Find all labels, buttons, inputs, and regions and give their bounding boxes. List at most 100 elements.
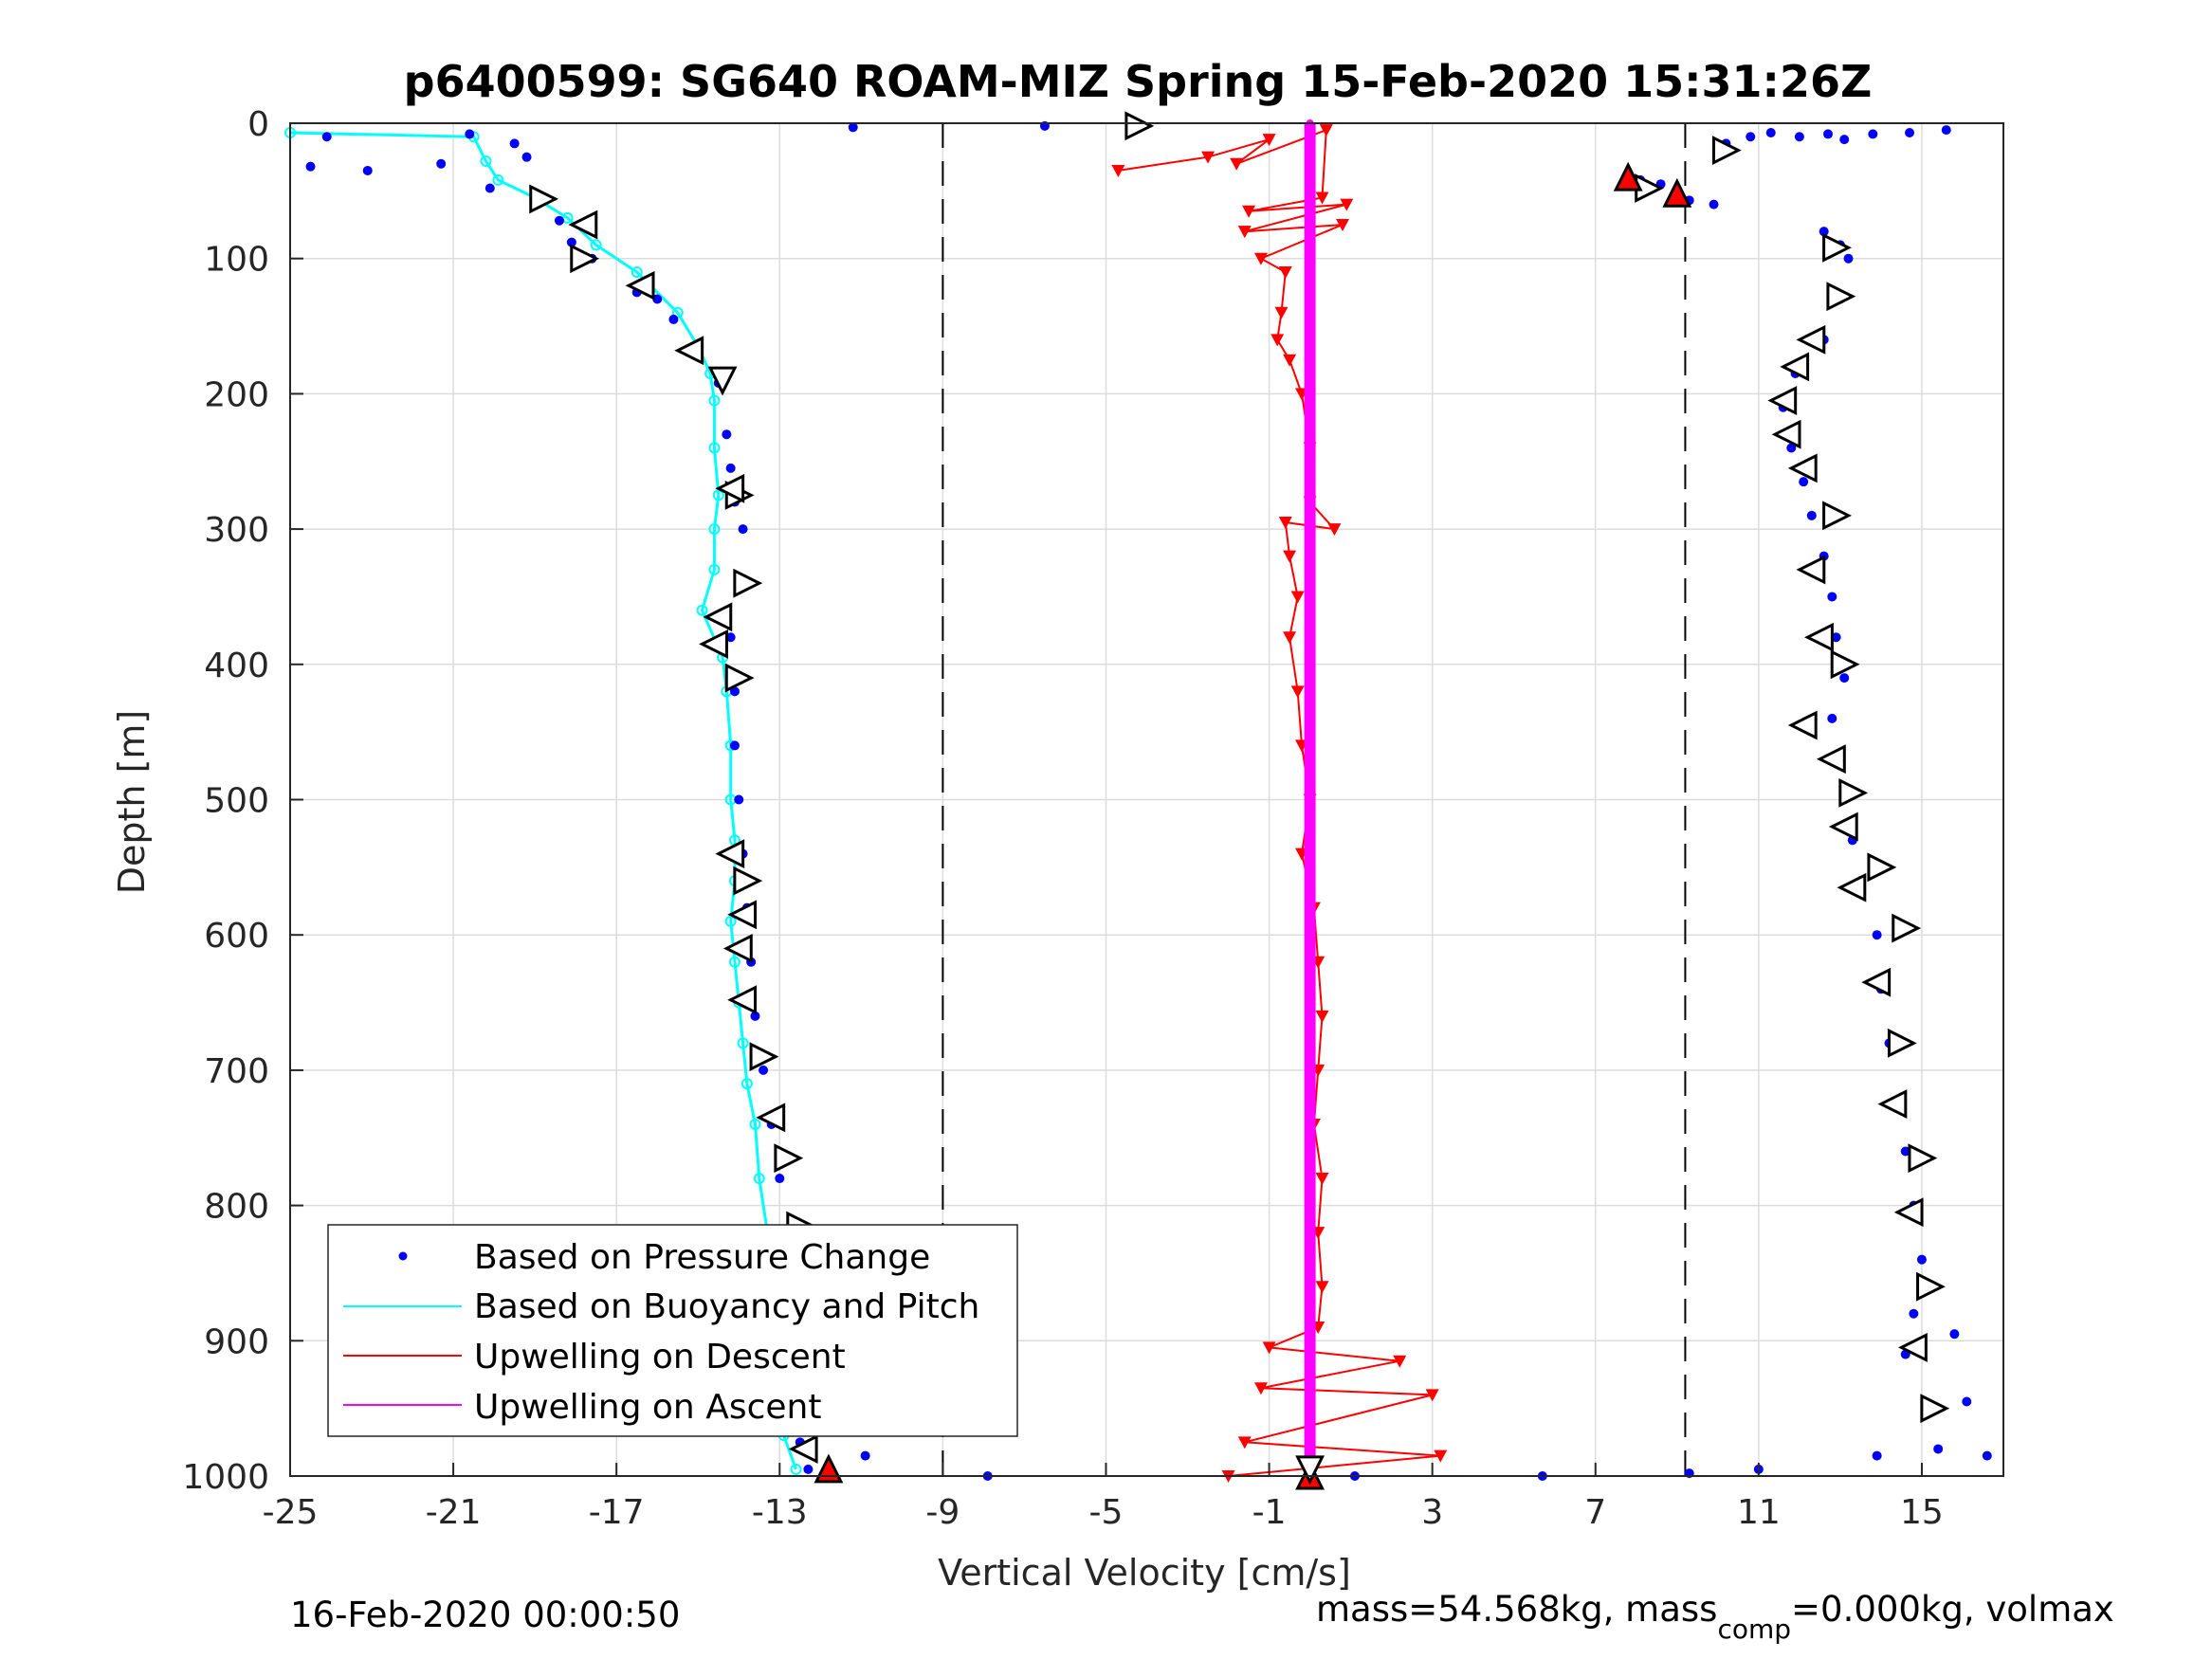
triangle-right-marker — [733, 866, 763, 896]
legend-pressure-label: Based on Pressure Change — [474, 1238, 930, 1277]
pressure-point — [554, 215, 564, 226]
descent-point — [1327, 523, 1342, 537]
ascent-point — [1306, 863, 1314, 871]
ascent-point — [1306, 998, 1314, 1007]
ascent-point — [1306, 592, 1314, 601]
descent-point — [1336, 219, 1350, 232]
triangle-left-marker — [1796, 555, 1826, 585]
descent-point — [1230, 157, 1244, 171]
descent-point — [1283, 354, 1297, 367]
ascent-point — [1306, 1066, 1314, 1074]
ascent-point — [1306, 288, 1314, 297]
x-tick-label: 11 — [1737, 1493, 1781, 1532]
ascent-point — [1306, 1201, 1314, 1210]
x-tick-label: -21 — [426, 1493, 482, 1532]
triangle-right-marker — [529, 184, 559, 214]
footer-mass-subscript: comp — [1717, 1613, 1791, 1645]
ascent-point — [1306, 254, 1314, 263]
triangle-left-marker — [1897, 1333, 1928, 1362]
buoyancy-point — [740, 1078, 753, 1090]
buoyancy-point — [708, 394, 721, 407]
pressure-point — [1900, 1146, 1910, 1157]
pressure-point — [722, 429, 732, 440]
pressure-point — [1831, 632, 1841, 643]
ascent-point — [1306, 221, 1314, 229]
pressure-point — [759, 1065, 769, 1075]
pressure-point — [775, 1174, 785, 1184]
triangle-right-marker — [774, 1143, 804, 1174]
ascent-point — [1306, 457, 1314, 465]
triangle-left-marker — [1877, 1089, 1908, 1120]
ascent-point — [1306, 1235, 1314, 1244]
ascent-point — [1306, 558, 1314, 567]
buoyancy-point — [737, 1037, 749, 1049]
pressure-point — [1909, 1308, 1919, 1319]
triangle-left-marker — [1771, 419, 1801, 449]
x-tick-label: 3 — [1421, 1493, 1443, 1532]
pressure-point — [652, 294, 663, 304]
buoyancy-line — [289, 131, 797, 1470]
pressure-point — [1949, 1329, 1960, 1340]
pressure-point — [465, 129, 475, 139]
triangle-down-marker — [1295, 1455, 1325, 1486]
descent-point — [1315, 1010, 1329, 1023]
triangle-right-marker — [1908, 1143, 1938, 1174]
buoyancy-point — [492, 173, 504, 186]
ascent-point — [1306, 1100, 1314, 1108]
ascent-point — [1306, 424, 1314, 432]
ascent-point — [1306, 795, 1314, 804]
triangle-left-marker — [715, 839, 745, 869]
pressure-point — [860, 1450, 870, 1461]
pressure-point — [725, 463, 736, 473]
pressure-point — [729, 740, 740, 751]
pressure-point — [1962, 1396, 1972, 1407]
buoyancy-point — [728, 956, 740, 968]
ascent-point — [1306, 1404, 1314, 1413]
footer-mass-suffix: =0.000kg, volmax — [1791, 1589, 2114, 1630]
descent-point — [1271, 334, 1285, 347]
triangle-right-marker — [570, 244, 600, 274]
triangle-left-marker — [568, 210, 598, 240]
pressure-point — [1806, 510, 1817, 520]
pressure-point — [1827, 713, 1837, 723]
pressure-point — [738, 524, 748, 535]
buoyancy-point — [790, 1463, 802, 1475]
descent-point — [1253, 1382, 1268, 1395]
x-tick-label: -5 — [1089, 1493, 1124, 1532]
y-tick-label: 200 — [204, 375, 269, 414]
triangle-up-marker — [814, 1453, 844, 1484]
ascent-point — [1306, 153, 1314, 161]
pressure-point — [729, 686, 740, 697]
y-tick-label: 500 — [204, 782, 269, 821]
pressure-point — [1709, 199, 1719, 210]
x-tick-label: -1 — [1252, 1493, 1287, 1532]
descent-point — [1315, 191, 1329, 205]
pressure-point — [362, 165, 373, 175]
triangle-right-marker — [1822, 501, 1852, 531]
ascent-point — [1306, 187, 1314, 195]
ascent-point — [1306, 627, 1314, 635]
descent-point — [1315, 1173, 1329, 1186]
triangle-left-marker — [625, 270, 655, 301]
triangle-left-marker — [699, 629, 728, 659]
ascent-point — [1306, 1303, 1314, 1311]
descent-point — [1283, 631, 1297, 645]
triangle-left-marker — [1837, 872, 1867, 902]
pressure-point — [734, 794, 744, 805]
triangle-left-marker — [756, 1103, 786, 1133]
footer-mass-prefix: mass=54.568kg, mass — [1316, 1589, 1717, 1630]
pressure-point — [668, 314, 679, 324]
triangle-right-marker — [1826, 282, 1856, 312]
pressure-point — [1746, 132, 1756, 142]
descent-point — [1237, 226, 1252, 239]
triangle-left-marker — [727, 900, 758, 930]
pressure-point — [484, 183, 495, 193]
triangle-down-marker — [707, 366, 738, 396]
y-tick-label: 300 — [204, 511, 269, 550]
buoyancy-point — [708, 442, 721, 454]
legend: Based on Pressure Change Based on Buoyan… — [327, 1224, 1018, 1437]
buoyancy-point — [480, 155, 492, 167]
y-tick-label: 0 — [247, 105, 269, 144]
ascent-point — [1306, 390, 1314, 398]
descent-point — [1237, 1436, 1252, 1449]
